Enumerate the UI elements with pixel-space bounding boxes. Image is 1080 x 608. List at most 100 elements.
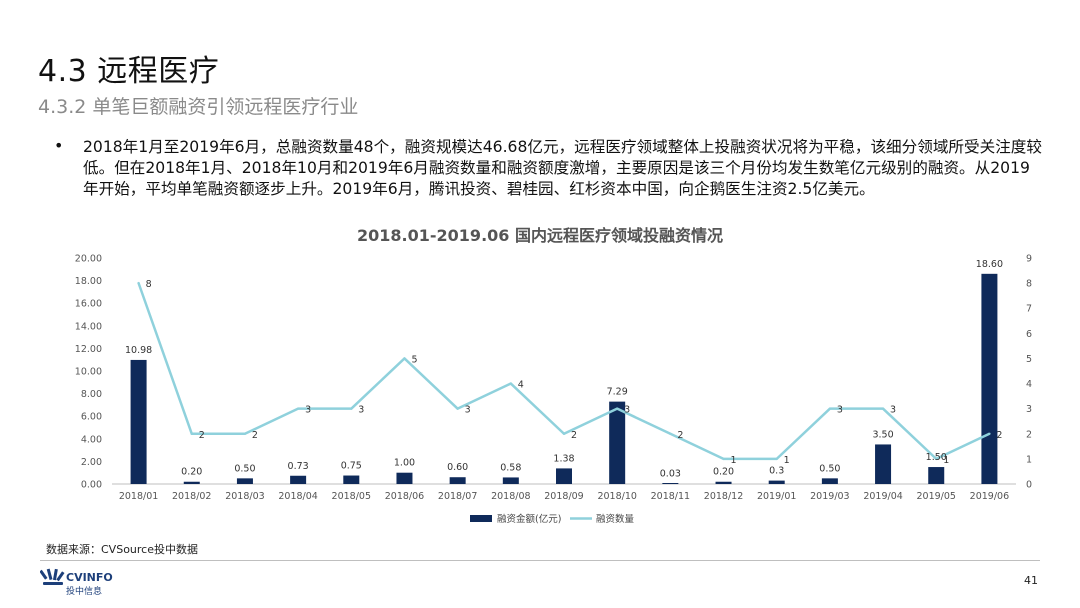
page-title: 4.3 远程医疗: [38, 54, 220, 89]
x-tick-label: 2018/02: [172, 491, 211, 502]
bar-mark: [556, 468, 572, 484]
line-point: [243, 432, 247, 435]
y-left-tick-label: 20.00: [75, 254, 102, 265]
y-left-tick-label: 4.00: [81, 434, 102, 445]
x-tick-label: 2018/05: [332, 491, 371, 502]
bar-value-label: 0.50: [819, 463, 840, 474]
bar-value-label: 1.00: [394, 458, 415, 469]
y-right-tick-label: 3: [1026, 404, 1032, 415]
line-value-label: 2: [996, 430, 1002, 441]
line-point: [669, 432, 672, 435]
bar-mark: [928, 467, 945, 484]
bar-value-label: 0.20: [181, 467, 202, 478]
line-value-label: 8: [146, 279, 152, 290]
bar-value-label: 0.75: [341, 461, 362, 472]
bar-value-label: 0.03: [660, 469, 681, 480]
y-right-tick-label: 5: [1026, 354, 1032, 365]
y-left-tick-label: 6.00: [81, 412, 102, 423]
x-tick-label: 2018/01: [119, 491, 158, 502]
x-tick-label: 2019/05: [917, 491, 956, 502]
bar-mark: [821, 478, 838, 484]
bar-value-label: 18.60: [976, 259, 1003, 270]
bar-mark: [449, 477, 466, 484]
line-point: [988, 432, 991, 435]
bar-mark: [502, 477, 519, 484]
line-value-label: 5: [411, 354, 417, 365]
line-point: [615, 407, 619, 410]
x-tick-label: 2018/07: [438, 491, 477, 502]
line-point: [562, 432, 566, 435]
line-value-label: 2: [677, 430, 683, 441]
bar-value-label: 0.60: [447, 462, 468, 473]
footer-divider: [40, 560, 1040, 561]
line-point: [722, 457, 725, 461]
line-point: [775, 457, 778, 461]
line-value-label: 2: [252, 430, 258, 441]
y-left-tick-label: 16.00: [75, 299, 102, 310]
y-right-tick-label: 8: [1026, 279, 1032, 290]
y-left-tick-label: 10.00: [75, 367, 102, 378]
bar-value-label: 0.58: [500, 462, 521, 473]
bar-mark: [290, 475, 307, 484]
line-point: [881, 407, 885, 410]
y-right-tick-label: 7: [1026, 304, 1032, 315]
line-value-label: 4: [518, 380, 524, 391]
line-value-label: 3: [890, 405, 896, 416]
y-left-tick-label: 2.00: [81, 457, 102, 468]
y-right-tick-label: 0: [1026, 480, 1032, 491]
page-number: 41: [1024, 574, 1038, 587]
cvinfo-logo-icon: [40, 568, 65, 585]
line-point: [828, 407, 832, 410]
line-point: [403, 357, 406, 360]
chart-title: 2018.01-2019.06 国内远程医疗领域投融资情况: [357, 226, 723, 245]
y-left-tick-label: 18.00: [75, 276, 102, 287]
bar-mark: [236, 478, 253, 484]
y-right-tick-label: 4: [1026, 379, 1032, 390]
bar-value-label: 10.98: [125, 345, 152, 356]
bar-mark: [875, 444, 892, 484]
bar-mark: [981, 273, 998, 484]
legend-bar-label: 融资金额(亿元): [497, 513, 561, 525]
line-point: [190, 432, 193, 435]
bar-value-label: 7.29: [607, 387, 628, 398]
bar-value-label: 3.50: [872, 429, 893, 440]
line-value-label: 1: [784, 455, 790, 466]
x-tick-label: 2019/04: [863, 491, 902, 502]
y-left-tick-label: 14.00: [75, 321, 102, 332]
logo-text: CVINFO: [66, 571, 113, 584]
line-series-path: [137, 282, 990, 461]
line-value-label: 2: [199, 430, 205, 441]
bar-mark: [662, 483, 679, 484]
line-value-label: 3: [305, 405, 311, 416]
legend-bar-swatch: [470, 515, 492, 522]
bar-mark: [396, 472, 413, 484]
bar-mark: [183, 481, 200, 484]
line-value-label: 3: [358, 405, 364, 416]
line-point: [456, 407, 459, 410]
bar-mark: [343, 475, 360, 484]
line-value-label: 3: [624, 405, 630, 416]
bar-mark: [715, 481, 732, 484]
y-left-tick-label: 0.00: [81, 480, 102, 491]
y-right-tick-label: 9: [1026, 254, 1032, 265]
page-subtitle: 4.3.2 单笔巨额融资引领远程医疗行业: [38, 96, 359, 118]
x-tick-label: 2019/01: [757, 491, 796, 502]
bar-value-label: 0.50: [234, 463, 255, 474]
bar-value-label: 0.20: [713, 467, 734, 478]
line-point: [137, 281, 140, 285]
line-point: [350, 407, 353, 410]
line-point: [296, 407, 300, 410]
line-point: [935, 457, 938, 461]
x-tick-label: 2018/06: [385, 491, 424, 502]
x-tick-label: 2019/06: [970, 491, 1009, 502]
line-value-label: 2: [571, 430, 577, 441]
y-right-tick-label: 1: [1026, 454, 1032, 465]
logo-subtext: 投中信息: [66, 587, 103, 597]
bar-value-label: 1.50: [926, 452, 947, 463]
line-value-label: 1: [731, 455, 737, 466]
bar-value-label: 0.73: [288, 461, 309, 472]
bar-mark: [609, 401, 626, 484]
x-tick-label: 2018/10: [597, 491, 636, 502]
bar-mark: [130, 359, 147, 484]
x-tick-label: 2018/12: [704, 491, 743, 502]
